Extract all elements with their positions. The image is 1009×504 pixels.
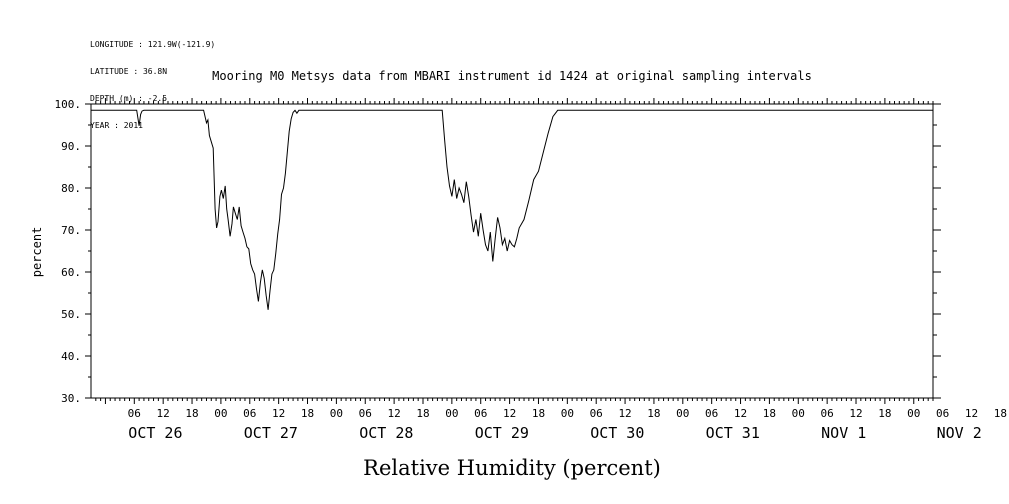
x-hour-label: 18 [532,407,545,420]
x-hour-label: 12 [503,407,516,420]
plot-frame [90,103,934,399]
x-hour-label: 12 [272,407,285,420]
x-hour-label: 00 [561,407,574,420]
x-hour-label: 12 [965,407,978,420]
x-hour-label: 00 [445,407,458,420]
humidity-series-line [91,109,933,310]
x-day-label: OCT 27 [244,424,298,442]
x-hour-label: 18 [416,407,429,420]
x-hour-label: 06 [590,407,603,420]
x-hour-label: 06 [359,407,372,420]
y-axis-label: percent [30,227,44,278]
x-hour-label: 06 [936,407,949,420]
x-day-label: NOV 2 [937,424,982,442]
year-text: YEAR : 2011 [90,121,143,130]
x-day-label: OCT 26 [128,424,182,442]
x-axis-label: Relative Humidity (percent) [363,456,661,480]
x-hour-label: 00 [907,407,920,420]
x-hour-label: 06 [243,407,256,420]
x-day-label: OCT 28 [359,424,413,442]
x-day-label: OCT 31 [706,424,760,442]
series-layer [91,109,933,310]
longitude-text: LONGITUDE : 121.9W(-121.9) [90,40,216,49]
y-tick-label: 60. [61,266,81,279]
x-hour-label: 00 [792,407,805,420]
x-day-label: NOV 1 [821,424,866,442]
x-hour-label: 12 [387,407,400,420]
y-tick-label: 90. [61,140,81,153]
y-tick-label: 100. [55,98,82,111]
latitude-text: LATITUDE : 36.8N [90,67,168,76]
meta-info: LONGITUDE : 121.9W(-121.9) LATITUDE : 36… [90,22,215,139]
chart-title: Mooring M0 Metsys data from MBARI instru… [212,69,812,83]
x-hour-label: 18 [647,407,660,420]
x-hour-label: 00 [214,407,227,420]
x-day-label: OCT 30 [590,424,644,442]
x-hour-label: 18 [763,407,776,420]
x-hour-label: 18 [185,407,198,420]
y-tick-label: 30. [61,392,81,405]
x-hour-label: 18 [994,407,1007,420]
x-hour-label: 06 [821,407,834,420]
y-tick-label: 40. [61,350,81,363]
x-hour-label: 06 [128,407,141,420]
x-hour-label: 18 [878,407,891,420]
y-axis: 30. 40. 50. 60. 70. 80. 90. 100. [55,98,941,405]
x-axis: 06 12 18 00 06 12 18 00 06 12 18 00 06 12 18 00 06 12 18 00… [95,98,1007,442]
x-hour-label: 18 [301,407,314,420]
y-tick-label: 50. [61,308,81,321]
x-hour-label: 00 [330,407,343,420]
x-hour-label: 00 [676,407,689,420]
x-hour-label: 12 [734,407,747,420]
x-hour-label: 06 [705,407,718,420]
x-hour-label: 12 [849,407,862,420]
y-tick-label: 80. [61,182,81,195]
x-hour-label: 06 [474,407,487,420]
x-day-label: OCT 29 [475,424,529,442]
depth-text: DEPTH (m) : -2.5 [90,94,168,103]
y-tick-label: 70. [61,224,81,237]
x-hour-label: 12 [157,407,170,420]
x-hour-label: 12 [618,407,631,420]
